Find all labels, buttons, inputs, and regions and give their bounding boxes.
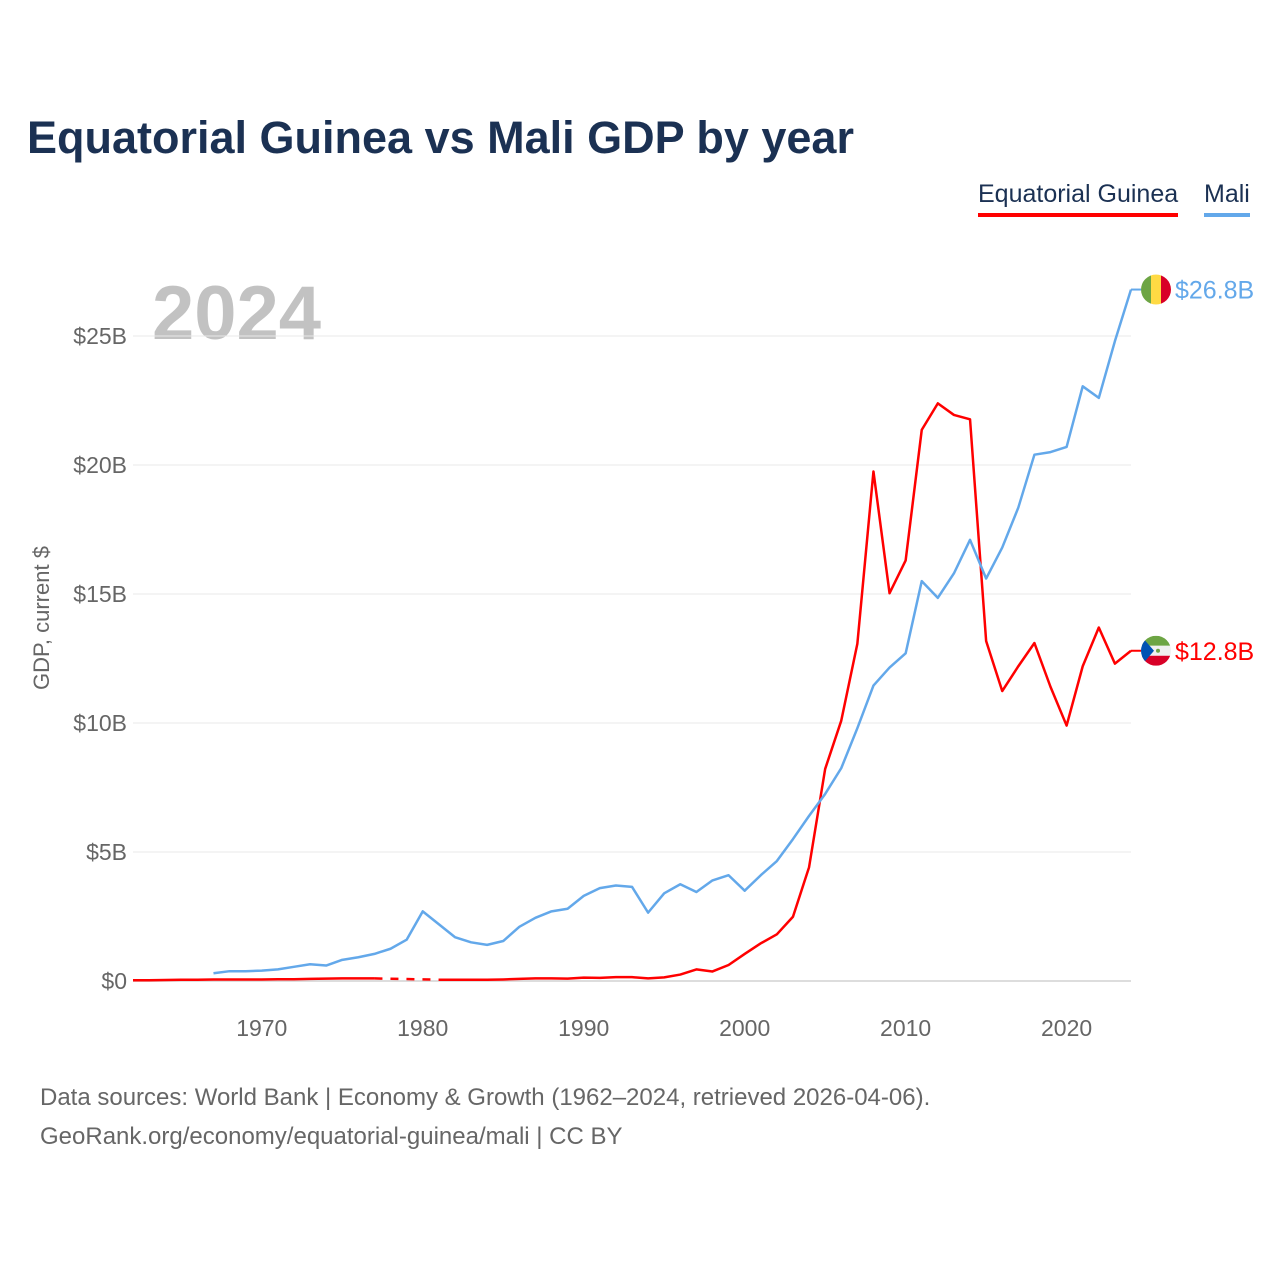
missing-data-gap: [374, 977, 439, 981]
x-tick-label: 2000: [719, 1015, 770, 1041]
mali-flag-icon: [1141, 274, 1171, 305]
x-tick-label: 1990: [558, 1015, 609, 1041]
end-value-label: $26.8B: [1175, 277, 1254, 305]
x-tick-label: 2020: [1041, 1015, 1092, 1041]
series-line-equatorial-guinea[interactable]: [133, 977, 375, 982]
end-value-label: $12.8B: [1175, 638, 1254, 666]
footer-link[interactable]: GeoRank.org/economy/equatorial-guinea/ma…: [40, 1123, 623, 1150]
x-tick-label: 1970: [236, 1015, 287, 1041]
x-tick-label: 2010: [880, 1015, 931, 1041]
y-tick-label: $25B: [73, 323, 127, 349]
footer-sources: Data sources: World Bank | Economy & Gro…: [40, 1084, 931, 1111]
series-line-equatorial-guinea[interactable]: [438, 402, 1132, 981]
y-tick-label: $15B: [73, 581, 127, 607]
current-year-label: 2024: [152, 271, 322, 356]
equatorial-guinea-flag-icon: [1141, 635, 1171, 666]
y-tick-label: $20B: [73, 452, 127, 478]
y-tick-label: $0: [101, 968, 127, 994]
x-tick-label: 1980: [397, 1015, 448, 1041]
y-tick-label: $5B: [86, 839, 127, 865]
chart-title: Equatorial Guinea vs Mali GDP by year: [27, 112, 854, 163]
legend-mali[interactable]: Mali: [1204, 180, 1250, 217]
y-tick-label: $10B: [73, 710, 127, 736]
legend-equatorial-guinea[interactable]: Equatorial Guinea: [978, 180, 1179, 217]
series-line-mali[interactable]: [213, 289, 1133, 975]
